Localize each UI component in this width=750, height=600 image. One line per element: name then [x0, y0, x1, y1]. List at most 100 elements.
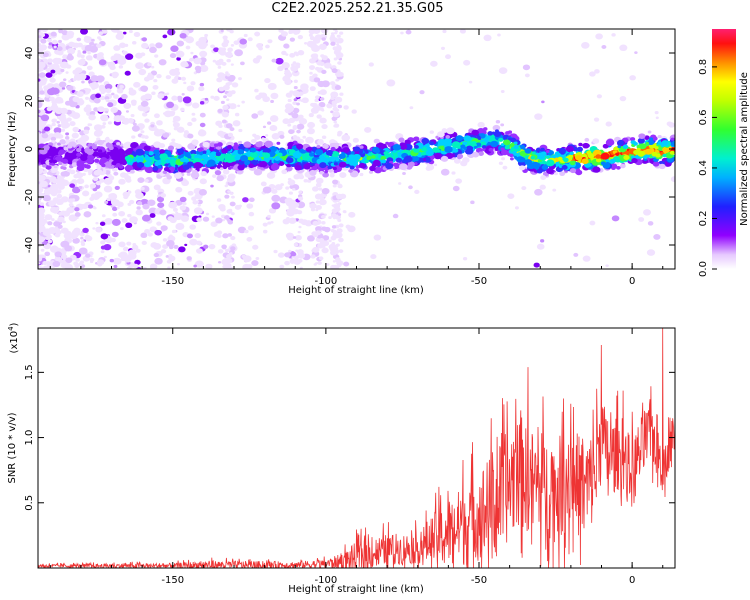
heat-blob: [63, 78, 67, 82]
heat-blob: [202, 141, 210, 148]
heat-blob: [459, 29, 466, 34]
heat-blob: [240, 155, 249, 162]
heat-blob: [319, 117, 327, 124]
heat-blob: [216, 198, 222, 202]
heat-blob: [308, 152, 315, 157]
heat-blob: [586, 150, 592, 155]
heat-blob: [247, 37, 253, 42]
heat-blob: [584, 137, 590, 142]
heat-blob: [229, 266, 233, 269]
heat-blob: [315, 177, 324, 184]
heat-blob: [226, 145, 233, 150]
heat-blob: [191, 117, 197, 122]
heat-blob: [45, 164, 52, 170]
heat-blob: [514, 206, 519, 210]
heat-blob: [184, 151, 191, 158]
heat-blob: [108, 61, 116, 67]
heat-blob: [413, 162, 418, 166]
heat-blob: [321, 80, 330, 88]
heat-blob: [582, 142, 590, 149]
heat-blob: [335, 56, 340, 60]
heat-blob: [42, 260, 48, 266]
heat-blob: [336, 199, 340, 203]
heat-blob: [152, 84, 159, 90]
heat-blob: [86, 88, 92, 93]
heat-blob: [131, 135, 136, 139]
heat-blob: [242, 197, 249, 203]
heat-blob: [80, 155, 88, 162]
heat-blob: [113, 171, 119, 176]
heat-blob: [177, 187, 182, 191]
heat-blob: [294, 164, 302, 171]
heat-blob: [315, 262, 319, 265]
heat-blob: [594, 69, 600, 74]
heat-blob: [320, 214, 326, 219]
heat-blob: [48, 42, 53, 46]
heat-blob: [335, 243, 340, 247]
heat-blob: [204, 97, 209, 101]
heat-blob: [285, 157, 294, 164]
heat-blob: [188, 57, 194, 62]
heat-blob: [321, 221, 326, 225]
heat-blob: [149, 46, 157, 54]
heat-blob: [60, 118, 69, 125]
heat-blob: [429, 141, 435, 146]
heat-blob: [254, 134, 261, 140]
heat-blob: [147, 159, 152, 163]
heat-blob: [296, 210, 303, 215]
heat-blob: [169, 53, 177, 59]
spectrogram-x-axis: -150 -100 -50 0: [49, 29, 664, 287]
heat-blob: [359, 150, 364, 154]
heat-blob: [174, 212, 183, 221]
heat-blob: [160, 249, 167, 254]
heat-blob: [243, 33, 248, 38]
heat-blob: [321, 29, 329, 34]
heat-blob: [85, 96, 89, 100]
heat-blob: [631, 158, 638, 164]
heat-blob: [297, 50, 305, 56]
heat-blob: [500, 90, 505, 94]
heat-blob: [54, 156, 61, 161]
heat-blob: [47, 221, 53, 226]
heat-blob: [176, 40, 185, 47]
heat-blob: [231, 152, 235, 156]
heat-blob: [485, 135, 490, 139]
heat-blob: [318, 101, 326, 108]
heat-blob: [214, 170, 222, 176]
heat-blob: [156, 73, 162, 79]
spectrogram-panel: -150 -100 -50 0 -40 -20 0 20 40 Height of strai…: [7, 28, 676, 296]
heat-blob: [55, 57, 63, 64]
heat-blob: [62, 166, 67, 170]
heat-blob: [334, 30, 339, 33]
heat-blob: [332, 111, 340, 118]
heat-blob: [55, 198, 64, 206]
heat-blob: [237, 140, 243, 145]
heat-blob: [569, 151, 574, 156]
heat-blob: [546, 155, 550, 159]
heat-blob: [153, 78, 158, 83]
heat-blob: [189, 224, 197, 230]
heat-blob: [183, 81, 187, 85]
heat-blob: [80, 29, 88, 35]
heat-blob: [38, 109, 41, 114]
heat-blob: [256, 55, 262, 60]
heat-blob: [336, 44, 342, 50]
heat-blob: [315, 226, 322, 232]
heat-blob: [72, 186, 81, 194]
heat-blob: [611, 215, 620, 222]
heat-blob: [156, 196, 165, 203]
heat-blob: [309, 36, 316, 41]
heat-blob: [380, 143, 387, 149]
heat-blob: [38, 224, 46, 232]
heat-blob: [233, 40, 240, 45]
heat-blob: [337, 213, 342, 216]
heat-blob: [444, 146, 453, 153]
heat-blob: [335, 257, 341, 262]
heat-blob: [47, 239, 53, 244]
heat-blob: [399, 142, 406, 148]
spectrogram-y-axis-label: Frequency (Hz): [7, 111, 18, 187]
heat-blob: [96, 139, 104, 146]
heat-blob: [55, 189, 62, 194]
heat-blob: [231, 82, 239, 88]
heat-blob: [329, 81, 336, 86]
